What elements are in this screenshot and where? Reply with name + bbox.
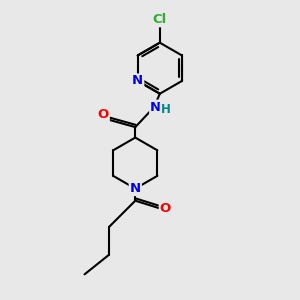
Text: N: N [130, 182, 141, 195]
Text: N: N [150, 100, 161, 114]
Text: N: N [132, 74, 143, 88]
Text: Cl: Cl [153, 13, 167, 26]
Text: H: H [160, 103, 170, 116]
Text: O: O [98, 109, 109, 122]
Text: O: O [160, 202, 171, 215]
